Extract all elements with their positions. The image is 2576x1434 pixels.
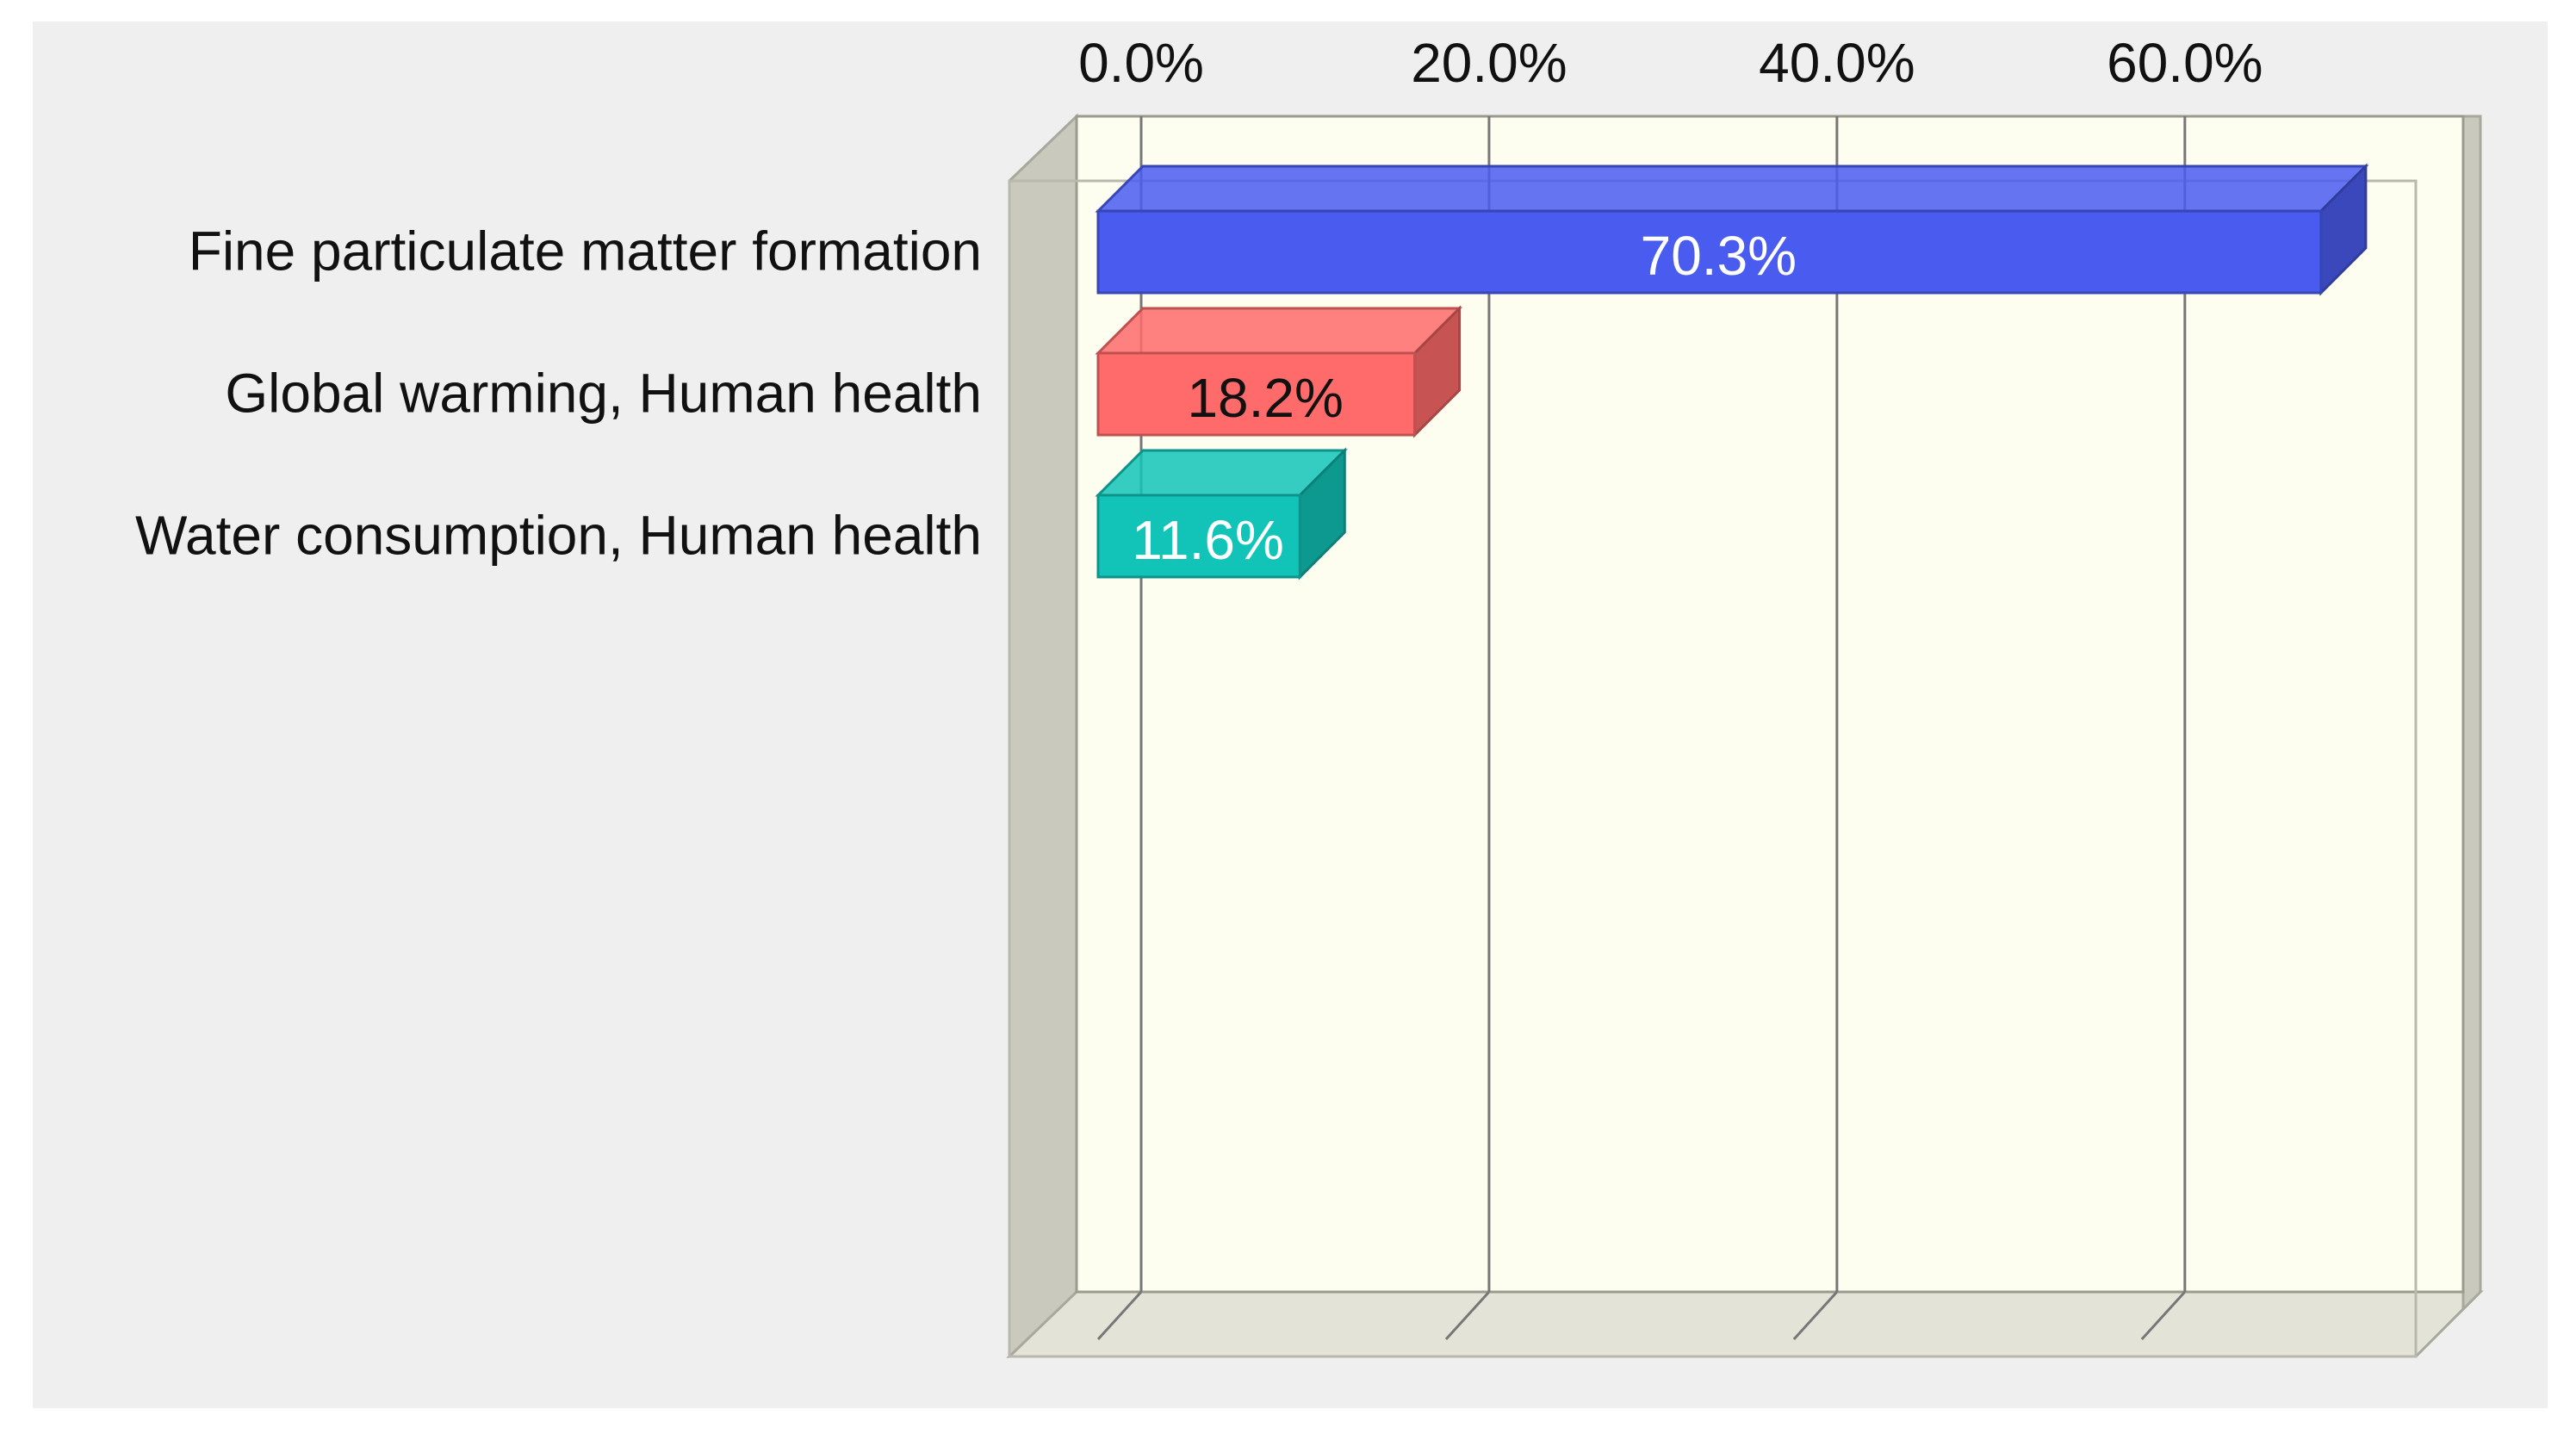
bar-front-face xyxy=(1096,351,1417,437)
gridline-floor xyxy=(2140,1290,2186,1341)
gridline-floor xyxy=(1444,1290,1491,1341)
data-label: 11.6% xyxy=(1132,509,1284,571)
category-label: Water consumption, Human health xyxy=(135,504,982,566)
bar-top-face xyxy=(1095,165,2369,213)
x-tick-label: 20.0% xyxy=(1411,32,1567,94)
data-label: 70.3% xyxy=(1641,225,1797,287)
x-tick-label: 0.0% xyxy=(1078,32,1204,94)
bottom-wall xyxy=(1006,1290,2484,1358)
bar xyxy=(1095,305,1463,438)
data-label: 18.2% xyxy=(1187,367,1343,429)
category-labels: Fine particulate matter formation Global … xyxy=(135,220,982,566)
bars xyxy=(1095,163,2369,580)
bar xyxy=(1095,163,2369,296)
bar-front-face xyxy=(1096,209,2323,295)
x-axis-ticks: 0.0% 20.0% 40.0% 60.0% xyxy=(1078,32,2263,94)
category-label: Fine particulate matter formation xyxy=(189,220,982,282)
bar-front-face xyxy=(1096,494,1301,579)
gridline-floor xyxy=(1096,1290,1143,1341)
plot-walls xyxy=(1006,113,2484,1359)
left-wall xyxy=(1008,113,1078,1359)
bar xyxy=(1095,447,1348,580)
x-tick-label: 40.0% xyxy=(1759,32,1915,94)
gridline-floor xyxy=(1792,1290,1839,1341)
bar-top-face xyxy=(1095,307,1463,355)
category-label: Global warming, Human health xyxy=(225,362,982,424)
data-labels: 70.3% 18.2% 11.6% xyxy=(1132,225,1797,571)
x-tick-label: 60.0% xyxy=(2107,32,2263,94)
right-wall xyxy=(2461,115,2482,1313)
